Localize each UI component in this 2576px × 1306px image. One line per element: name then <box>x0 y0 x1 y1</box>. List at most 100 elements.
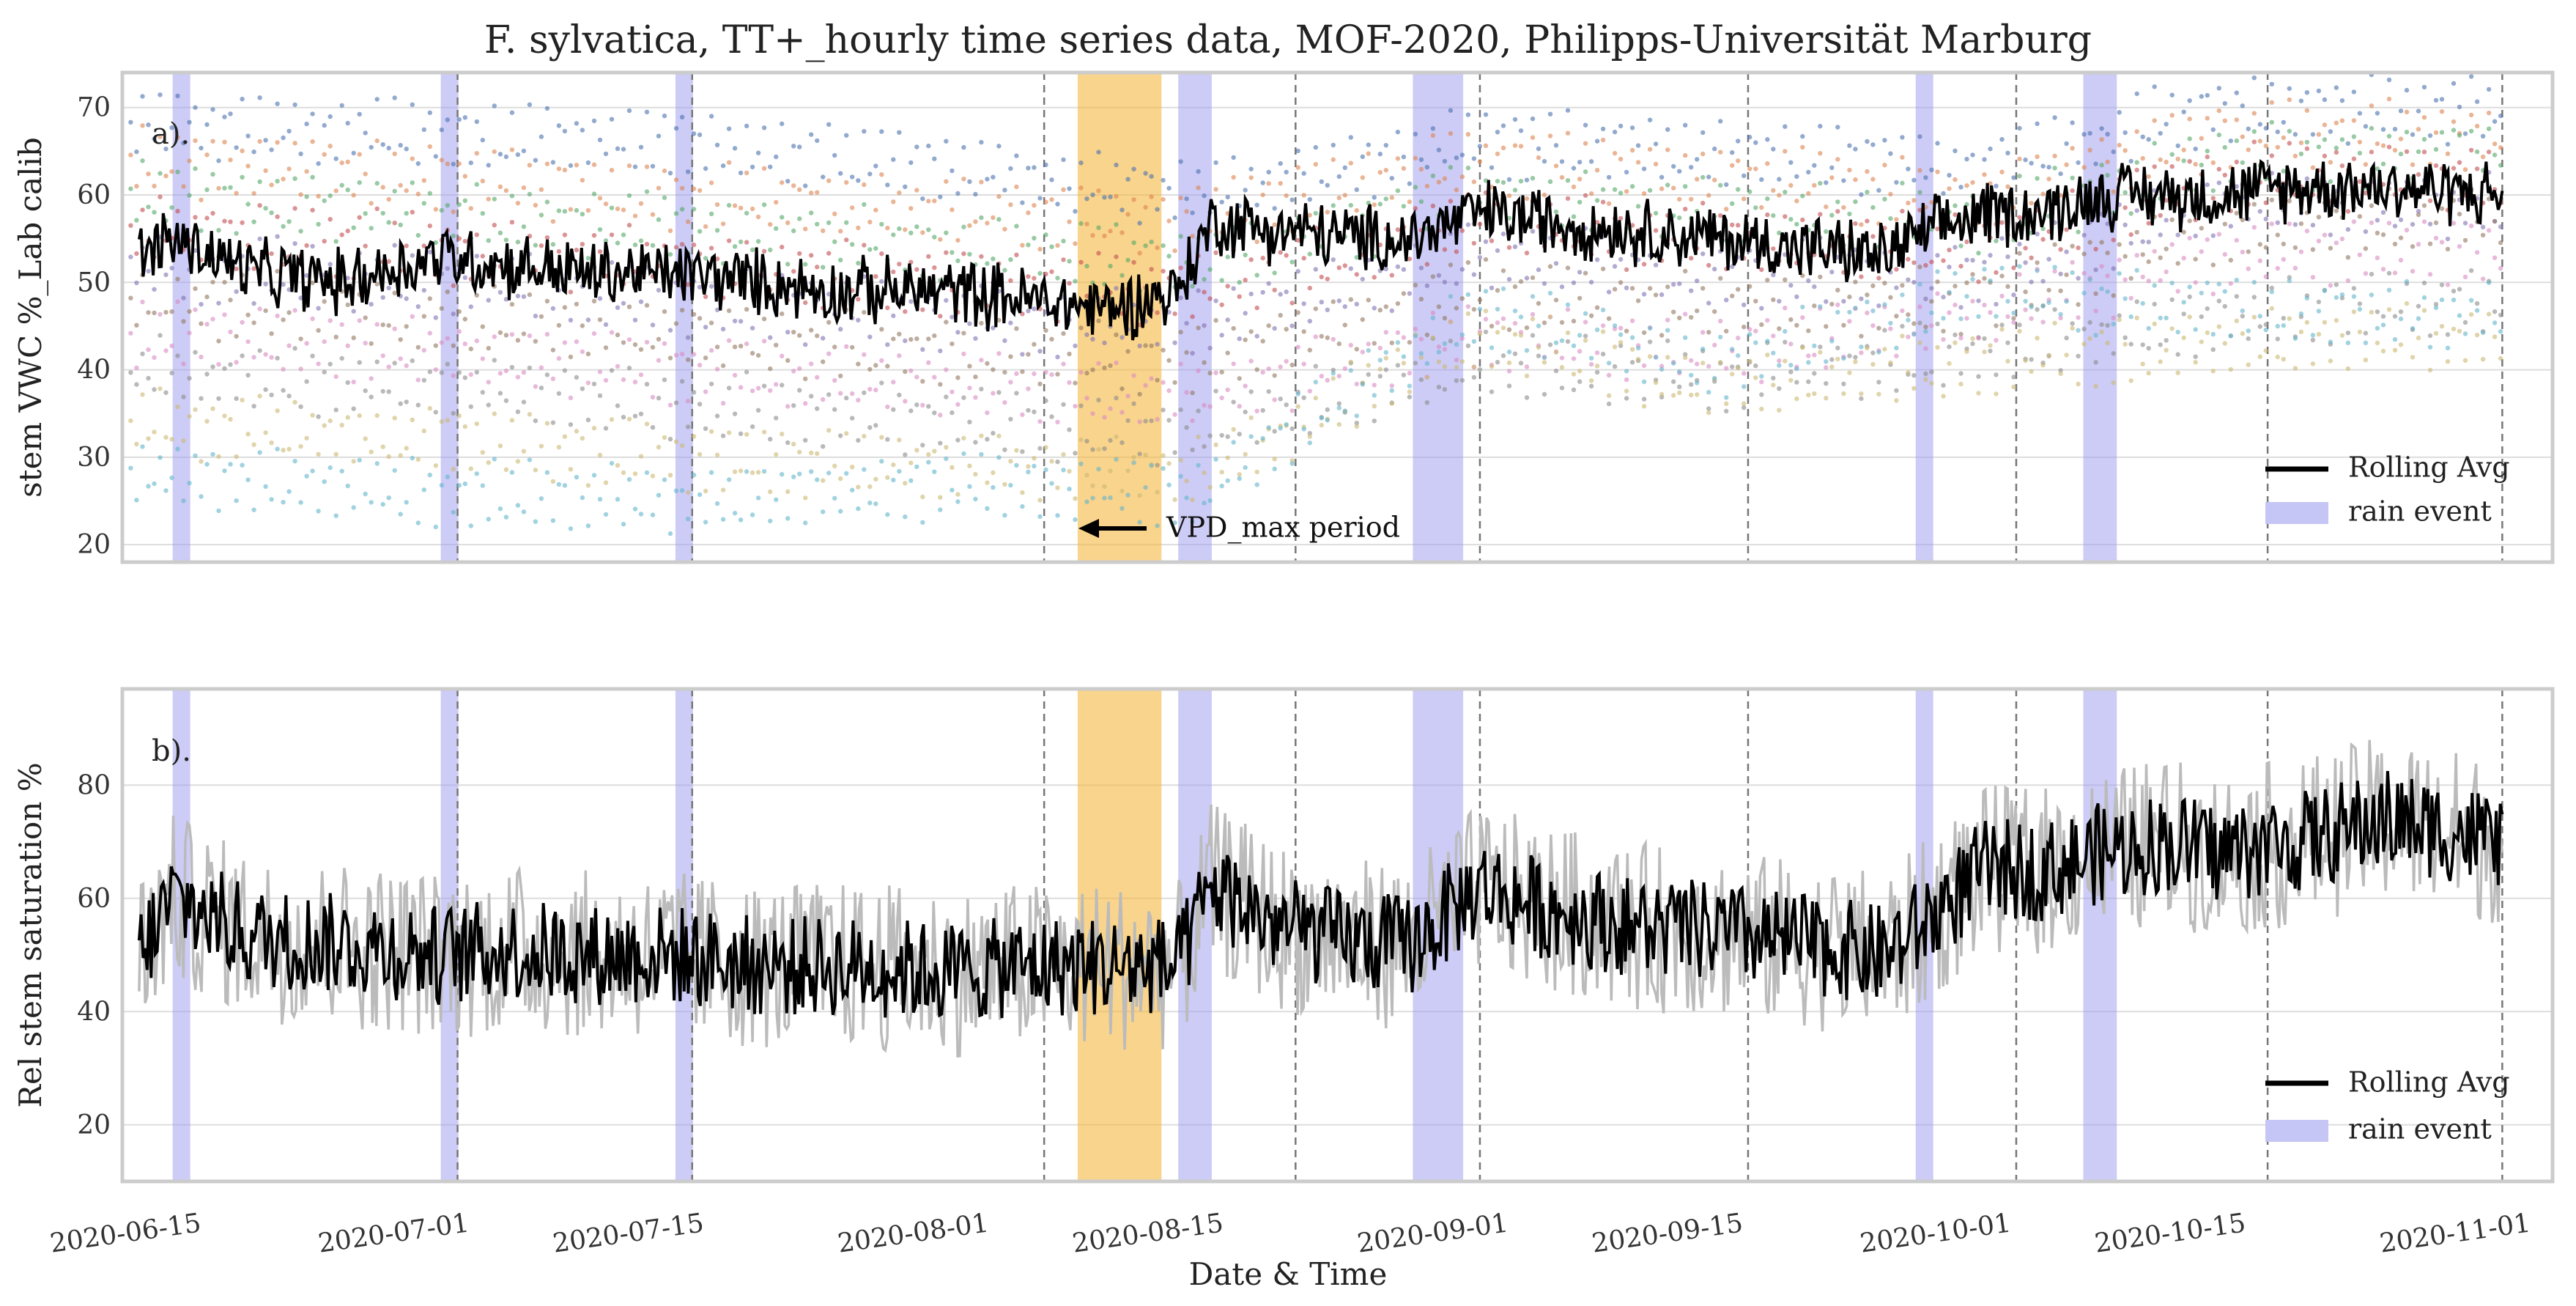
sensor-point <box>2287 221 2292 226</box>
sensor-point <box>474 254 479 259</box>
sensor-point <box>1119 386 1125 391</box>
sensor-point <box>903 227 908 232</box>
sensor-point <box>163 173 169 179</box>
sensor-point <box>1084 263 1089 269</box>
sensor-point <box>1037 196 1043 201</box>
sensor-point <box>2134 91 2139 97</box>
sensor-point <box>1976 298 1981 303</box>
rain-event-span <box>172 73 190 562</box>
sensor-point <box>1096 150 1101 155</box>
sensor-point <box>879 435 884 440</box>
sensor-point <box>363 341 368 346</box>
sensor-point <box>1354 413 1360 418</box>
sensor-point <box>134 382 139 387</box>
sensor-point <box>873 423 878 428</box>
sensor-point <box>1547 290 1553 296</box>
sensor-point <box>175 276 180 281</box>
sensor-point <box>774 154 779 160</box>
sensor-point <box>245 372 251 378</box>
sensor-point <box>996 317 1002 322</box>
sensor-point <box>2058 271 2063 276</box>
sensor-point <box>410 358 415 364</box>
sensor-point <box>486 517 491 522</box>
sensor-point <box>427 224 432 229</box>
sensor-point <box>1061 331 1066 336</box>
sensor-point <box>844 133 849 138</box>
vpd-max-annotation: VPD_max period <box>1078 512 1400 545</box>
sensor-point <box>621 470 626 476</box>
sensor-point <box>1372 306 1377 311</box>
sensor-point <box>1777 230 1782 235</box>
sensor-point <box>2345 366 2351 372</box>
sensor-point <box>286 128 292 134</box>
sensor-point <box>128 331 133 336</box>
sensor-point <box>2263 143 2268 149</box>
sensor-point <box>2181 147 2186 152</box>
sensor-point <box>1008 278 1013 283</box>
sensor-point <box>152 481 157 487</box>
sensor-point <box>228 298 233 303</box>
sensor-point <box>1618 280 1624 285</box>
sensor-point <box>1588 383 1594 389</box>
sensor-point <box>979 433 984 438</box>
sensor-point <box>1336 195 1342 201</box>
sensor-point <box>1084 332 1089 337</box>
x-tick-label: 2020-09-15 <box>1590 1208 1744 1258</box>
sensor-point <box>1043 271 1048 277</box>
sensor-point <box>938 507 943 512</box>
sensor-point <box>785 489 791 494</box>
sensor-point <box>1495 320 1500 325</box>
sensor-point <box>152 387 157 392</box>
sensor-point <box>2105 172 2110 178</box>
sensor-point <box>2210 188 2216 193</box>
sensor-point <box>1448 320 1454 325</box>
sensor-point <box>1742 401 1747 406</box>
sensor-point <box>1518 333 1524 338</box>
sensor-point <box>1049 197 1054 202</box>
sensor-point <box>1641 404 1647 409</box>
sensor-point <box>1459 152 1465 158</box>
sensor-point <box>1366 151 1372 156</box>
sensor-point <box>2310 333 2316 338</box>
sensor-point <box>2468 312 2474 317</box>
sensor-point <box>2462 274 2468 279</box>
sensor-point <box>1465 166 1471 171</box>
sensor-point <box>1002 482 1007 487</box>
sensor-point <box>515 409 521 414</box>
sensor-point <box>1260 435 1265 441</box>
sensor-point <box>1988 278 1993 284</box>
sensor-point <box>193 286 198 291</box>
sensor-point <box>210 171 215 177</box>
sensor-point <box>433 524 438 530</box>
sensor-point <box>146 310 151 315</box>
sensor-point <box>2375 218 2380 223</box>
sensor-point <box>351 193 356 198</box>
sensor-point <box>1008 202 1013 207</box>
sensor-point <box>1771 350 1776 355</box>
sensor-point <box>193 138 198 144</box>
sensor-point <box>768 335 773 340</box>
sensor-point <box>228 362 233 367</box>
legend-rain-swatch <box>2265 1120 2328 1142</box>
sensor-point <box>1389 388 1395 394</box>
sensor-point <box>950 168 955 174</box>
sensor-point <box>2281 257 2286 262</box>
sensor-point <box>2210 233 2216 238</box>
sensor-point <box>726 160 732 165</box>
x-axis-ticks: 2020-06-15 2020-07-01 2020-07-15 2020-08-01… <box>48 1208 2533 1258</box>
sensor-point <box>204 122 210 128</box>
sensor-point <box>1407 394 1413 399</box>
sensor-point <box>538 443 544 449</box>
sensor-point <box>832 377 837 383</box>
sensor-point <box>1243 465 1248 471</box>
sensor-point <box>2222 251 2227 257</box>
sensor-point <box>1935 141 1940 146</box>
sensor-point <box>327 217 333 222</box>
sensor-point <box>1982 267 1987 272</box>
sensor-point <box>1624 328 1629 333</box>
sensor-point <box>2181 300 2186 305</box>
sensor-point <box>1753 140 1758 145</box>
sensor-point <box>838 171 843 176</box>
sensor-point <box>714 452 720 457</box>
sensor-point <box>1207 404 1213 409</box>
